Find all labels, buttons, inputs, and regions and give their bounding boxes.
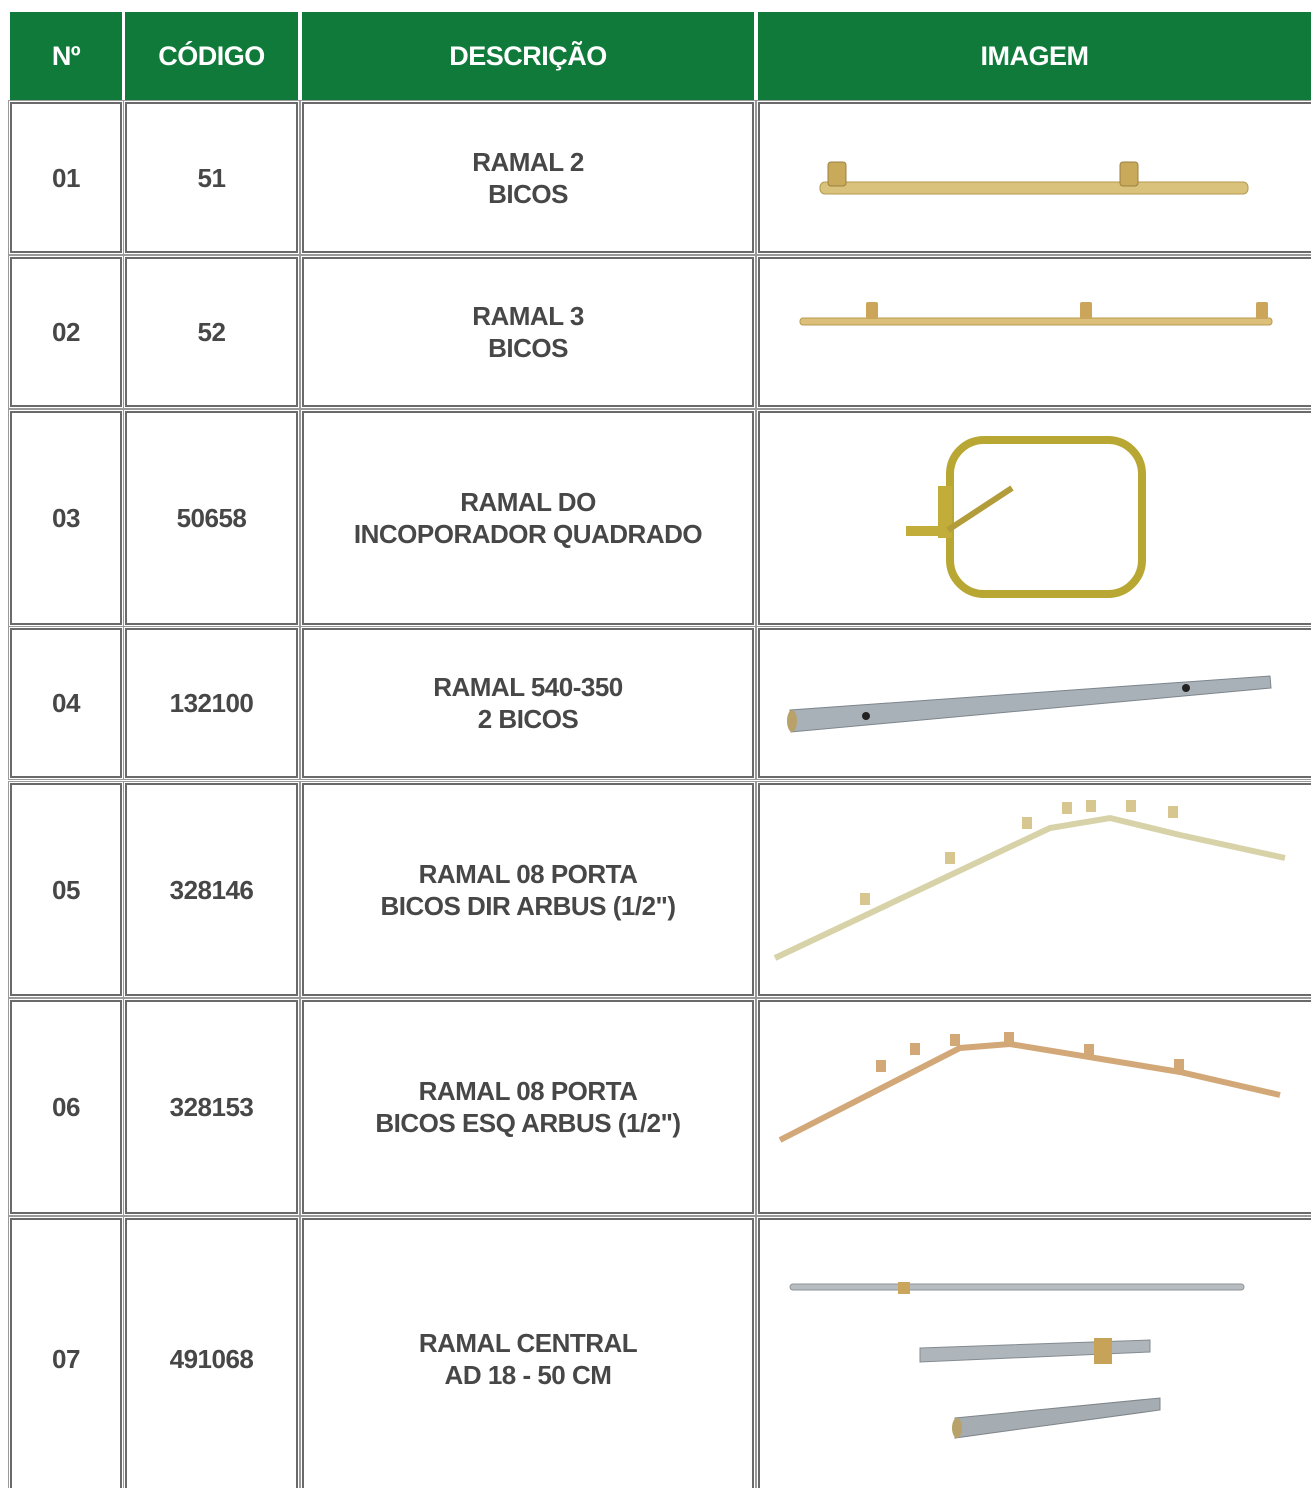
row-number: 03 — [52, 502, 80, 534]
image-cell — [758, 411, 1311, 625]
description-line: RAMAL CENTRAL — [419, 1327, 637, 1359]
row-number: 07 — [52, 1343, 80, 1375]
header-cell: IMAGEM — [758, 12, 1311, 100]
header-text: DESCRIÇÃO — [449, 40, 607, 72]
image-cell — [758, 1218, 1311, 1488]
description-line: BICOS ESQ ARBUS (1/2") — [375, 1107, 680, 1139]
description-line: RAMAL 3 — [472, 300, 584, 332]
description-line: 2 BICOS — [478, 703, 579, 735]
image-cell — [758, 783, 1311, 996]
description-line: BICOS DIR ARBUS (1/2") — [380, 890, 675, 922]
image-cell — [758, 102, 1311, 253]
product-code: 50658 — [177, 502, 247, 534]
image-cell — [758, 628, 1311, 778]
product-code: 328153 — [170, 1091, 254, 1123]
code-cell: 52 — [125, 257, 298, 407]
header-text: Nº — [52, 40, 80, 72]
num-cell: 05 — [10, 783, 122, 996]
row-number: 01 — [52, 162, 80, 194]
product-code: 132100 — [170, 687, 254, 719]
code-cell: 51 — [125, 102, 298, 253]
product-code: 51 — [198, 162, 226, 194]
description-line: AD 18 - 50 CM — [445, 1359, 612, 1391]
code-cell: 328153 — [125, 1000, 298, 1214]
code-cell: 491068 — [125, 1218, 298, 1488]
header-cell: DESCRIÇÃO — [302, 12, 754, 100]
code-cell: 132100 — [125, 628, 298, 778]
product-table: RAMAL CENTRALAD 18 - 50 CM 491068 07 RAMAL … — [0, 0, 1311, 1488]
row-number: 06 — [52, 1091, 80, 1123]
image-cell — [758, 1000, 1311, 1214]
description-line: RAMAL 08 PORTA — [419, 1075, 638, 1107]
description-line: RAMAL 540-350 — [433, 671, 623, 703]
num-cell: 03 — [10, 411, 122, 625]
product-code: 328146 — [170, 874, 254, 906]
header-text: IMAGEM — [981, 40, 1089, 72]
image-cell — [758, 257, 1311, 407]
header-text: CÓDIGO — [158, 40, 265, 72]
product-code: 491068 — [170, 1343, 254, 1375]
description-line: RAMAL 2 — [472, 146, 584, 178]
row-number: 05 — [52, 874, 80, 906]
description-line: BICOS — [488, 178, 568, 210]
description-line: RAMAL 08 PORTA — [419, 858, 638, 890]
num-cell: 02 — [10, 257, 122, 407]
num-cell: 06 — [10, 1000, 122, 1214]
description-line: INCOPORADOR QUADRADO — [354, 518, 702, 550]
header-cell: CÓDIGO — [125, 12, 298, 100]
code-cell: 50658 — [125, 411, 298, 625]
num-cell: 07 — [10, 1218, 122, 1488]
header-cell: Nº — [10, 12, 122, 100]
row-number: 04 — [52, 687, 80, 719]
description-line: RAMAL DO — [460, 486, 596, 518]
product-code: 52 — [198, 316, 226, 348]
description-line: BICOS — [488, 332, 568, 364]
row-number: 02 — [52, 316, 80, 348]
num-cell: 01 — [10, 102, 122, 253]
code-cell: 328146 — [125, 783, 298, 996]
num-cell: 04 — [10, 628, 122, 778]
